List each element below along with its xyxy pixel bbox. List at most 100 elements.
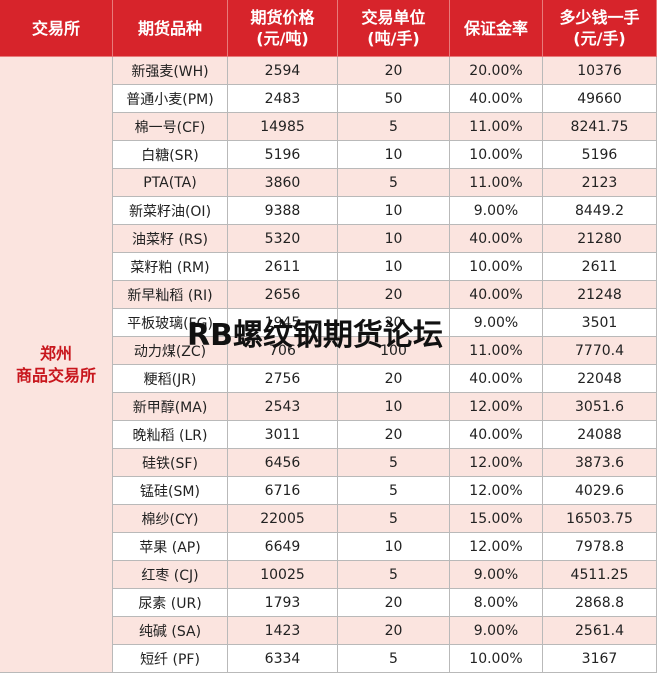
table-cell: 40.00% bbox=[450, 281, 543, 309]
table-cell: 5 bbox=[338, 169, 450, 197]
table-cell: 8449.2 bbox=[543, 197, 657, 225]
table-cell: 9.00% bbox=[450, 309, 543, 337]
table-cell: 1945 bbox=[228, 309, 338, 337]
table-cell: 1423 bbox=[228, 617, 338, 645]
table-cell: 3167 bbox=[543, 645, 657, 673]
table-cell: 5 bbox=[338, 645, 450, 673]
table-cell: 晚籼稻 (LR) bbox=[113, 421, 228, 449]
table-cell: 6716 bbox=[228, 477, 338, 505]
header-cell: 期货品种 bbox=[113, 0, 228, 57]
table-cell: 3051.6 bbox=[543, 393, 657, 421]
table-cell: 2611 bbox=[543, 253, 657, 281]
table-cell: 20 bbox=[338, 281, 450, 309]
table-cell: 20 bbox=[338, 365, 450, 393]
table-cell: 10 bbox=[338, 393, 450, 421]
table-cell: 40.00% bbox=[450, 421, 543, 449]
table-cell: 21280 bbox=[543, 225, 657, 253]
table-cell: 22005 bbox=[228, 505, 338, 533]
table-cell: 5196 bbox=[228, 141, 338, 169]
table-cell: 平板玻璃(FG) bbox=[113, 309, 228, 337]
table-cell: 15.00% bbox=[450, 505, 543, 533]
table-cell: 2123 bbox=[543, 169, 657, 197]
table-cell: 8241.75 bbox=[543, 113, 657, 141]
table-cell: 4511.25 bbox=[543, 561, 657, 589]
table-cell: 10.00% bbox=[450, 141, 543, 169]
table-cell: 10 bbox=[338, 253, 450, 281]
table-cell: 12.00% bbox=[450, 533, 543, 561]
table-cell: 5 bbox=[338, 113, 450, 141]
table-cell: 10 bbox=[338, 533, 450, 561]
table-cell: 白糖(SR) bbox=[113, 141, 228, 169]
table-cell: 20 bbox=[338, 589, 450, 617]
table-cell: 普通小麦(PM) bbox=[113, 85, 228, 113]
table-cell: 11.00% bbox=[450, 113, 543, 141]
table-cell: 5 bbox=[338, 505, 450, 533]
header-cell: 多少钱一手 (元/手) bbox=[543, 0, 657, 57]
table-cell: 5 bbox=[338, 449, 450, 477]
table-cell: 21248 bbox=[543, 281, 657, 309]
table-cell: 7978.8 bbox=[543, 533, 657, 561]
table-cell: 2656 bbox=[228, 281, 338, 309]
table-cell: 红枣 (CJ) bbox=[113, 561, 228, 589]
table-cell: 5196 bbox=[543, 141, 657, 169]
table-cell: 3860 bbox=[228, 169, 338, 197]
table-cell: 2868.8 bbox=[543, 589, 657, 617]
header-cell: 交易所 bbox=[0, 0, 113, 57]
table-cell: 40.00% bbox=[450, 365, 543, 393]
table-cell: 5 bbox=[338, 477, 450, 505]
table-cell: 5320 bbox=[228, 225, 338, 253]
table-cell: 油菜籽 (RS) bbox=[113, 225, 228, 253]
table-cell: 20 bbox=[338, 617, 450, 645]
table-cell: 3501 bbox=[543, 309, 657, 337]
table-cell: 新早籼稻 (RI) bbox=[113, 281, 228, 309]
table-cell: 20 bbox=[338, 421, 450, 449]
table-cell: 2594 bbox=[228, 57, 338, 85]
table-cell: 5 bbox=[338, 561, 450, 589]
table-cell: 短纤 (PF) bbox=[113, 645, 228, 673]
table-cell: 6334 bbox=[228, 645, 338, 673]
table-cell: 20 bbox=[338, 309, 450, 337]
table-cell: 粳稻(JR) bbox=[113, 365, 228, 393]
table-cell: 9.00% bbox=[450, 617, 543, 645]
table-cell: 706 bbox=[228, 337, 338, 365]
table-cell: PTA(TA) bbox=[113, 169, 228, 197]
table-cell: 10.00% bbox=[450, 253, 543, 281]
table-cell: 6456 bbox=[228, 449, 338, 477]
table-cell: 12.00% bbox=[450, 477, 543, 505]
table-cell: 49660 bbox=[543, 85, 657, 113]
table-cell: 菜籽粕 (RM) bbox=[113, 253, 228, 281]
table-cell: 棉纱(CY) bbox=[113, 505, 228, 533]
table-cell: 10.00% bbox=[450, 645, 543, 673]
header-cell: 保证金率 bbox=[450, 0, 543, 57]
table-cell: 锰硅(SM) bbox=[113, 477, 228, 505]
table-cell: 新菜籽油(OI) bbox=[113, 197, 228, 225]
table-cell: 24088 bbox=[543, 421, 657, 449]
table-cell: 2561.4 bbox=[543, 617, 657, 645]
watermark: RB螺纹钢期货论坛 bbox=[187, 318, 443, 353]
table-cell: 100 bbox=[338, 337, 450, 365]
exchange-cell: 郑州 商品交易所 bbox=[0, 57, 113, 673]
table-cell: 11.00% bbox=[450, 337, 543, 365]
table-cell: 10376 bbox=[543, 57, 657, 85]
table-cell: 3873.6 bbox=[543, 449, 657, 477]
table-cell: 10 bbox=[338, 197, 450, 225]
table-cell: 9.00% bbox=[450, 197, 543, 225]
table-cell: 硅铁(SF) bbox=[113, 449, 228, 477]
table-cell: 10 bbox=[338, 141, 450, 169]
table-cell: 40.00% bbox=[450, 85, 543, 113]
table-cell: 2483 bbox=[228, 85, 338, 113]
table-cell: 2756 bbox=[228, 365, 338, 393]
table-cell: 2543 bbox=[228, 393, 338, 421]
table-cell: 3011 bbox=[228, 421, 338, 449]
table-cell: 16503.75 bbox=[543, 505, 657, 533]
table-cell: 尿素 (UR) bbox=[113, 589, 228, 617]
table-cell: 20.00% bbox=[450, 57, 543, 85]
table-cell: 动力煤(ZC) bbox=[113, 337, 228, 365]
table-cell: 纯碱 (SA) bbox=[113, 617, 228, 645]
table-cell: 12.00% bbox=[450, 393, 543, 421]
table-cell: 9.00% bbox=[450, 561, 543, 589]
table-cell: 40.00% bbox=[450, 225, 543, 253]
table-cell: 11.00% bbox=[450, 169, 543, 197]
table-cell: 7770.4 bbox=[543, 337, 657, 365]
